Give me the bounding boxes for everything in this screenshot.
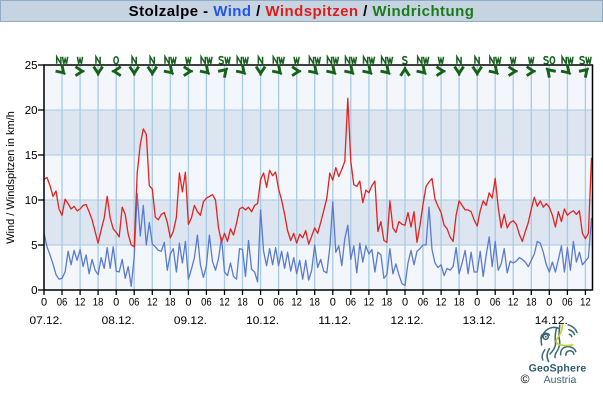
svg-text:0: 0 bbox=[474, 297, 480, 309]
svg-text:12: 12 bbox=[580, 297, 591, 309]
svg-text:10.12.: 10.12. bbox=[246, 315, 279, 327]
svg-text:GeoSphere: GeoSphere bbox=[529, 363, 587, 375]
svg-text:0: 0 bbox=[113, 297, 119, 309]
svg-text:12: 12 bbox=[219, 297, 230, 309]
svg-text:0: 0 bbox=[258, 297, 264, 309]
svg-text:07.12.: 07.12. bbox=[30, 315, 63, 327]
svg-text:5: 5 bbox=[31, 240, 37, 252]
svg-text:06: 06 bbox=[562, 297, 573, 309]
svg-text:18: 18 bbox=[454, 297, 465, 309]
svg-text:12: 12 bbox=[508, 297, 519, 309]
svg-text:18: 18 bbox=[309, 297, 320, 309]
svg-text:18: 18 bbox=[526, 297, 537, 309]
svg-text:06: 06 bbox=[346, 297, 357, 309]
svg-text:12: 12 bbox=[364, 297, 375, 309]
svg-text:18: 18 bbox=[93, 297, 104, 309]
svg-text:12: 12 bbox=[436, 297, 447, 309]
svg-text:06: 06 bbox=[129, 297, 140, 309]
svg-text:08.12.: 08.12. bbox=[102, 315, 135, 327]
svg-text:10: 10 bbox=[25, 195, 38, 207]
svg-text:12: 12 bbox=[291, 297, 302, 309]
svg-text:06: 06 bbox=[418, 297, 429, 309]
svg-text:13.12.: 13.12. bbox=[463, 315, 496, 327]
svg-text:06: 06 bbox=[273, 297, 284, 309]
svg-text:0: 0 bbox=[330, 297, 336, 309]
svg-text:18: 18 bbox=[165, 297, 176, 309]
svg-text:20: 20 bbox=[25, 105, 38, 117]
svg-text:06: 06 bbox=[57, 297, 68, 309]
svg-text:18: 18 bbox=[382, 297, 393, 309]
svg-text:14.12.: 14.12. bbox=[535, 315, 568, 327]
svg-text:Wind / Windspitzen in km/h: Wind / Windspitzen in km/h bbox=[5, 111, 17, 244]
svg-text:06: 06 bbox=[201, 297, 212, 309]
svg-text:15: 15 bbox=[25, 150, 38, 162]
svg-text:0: 0 bbox=[546, 297, 552, 309]
svg-text:12.12.: 12.12. bbox=[391, 315, 424, 327]
svg-text:12: 12 bbox=[75, 297, 86, 309]
svg-text:06: 06 bbox=[490, 297, 501, 309]
svg-text:0: 0 bbox=[41, 297, 47, 309]
svg-text:0: 0 bbox=[185, 297, 191, 309]
svg-text:Austria: Austria bbox=[544, 374, 577, 386]
svg-text:©: © bbox=[521, 372, 530, 386]
svg-text:11.12.: 11.12. bbox=[318, 315, 351, 327]
svg-text:0: 0 bbox=[402, 297, 408, 309]
svg-text:25: 25 bbox=[25, 60, 38, 72]
svg-text:18: 18 bbox=[237, 297, 248, 309]
svg-text:0: 0 bbox=[31, 285, 37, 297]
svg-text:09.12.: 09.12. bbox=[174, 315, 207, 327]
svg-text:12: 12 bbox=[147, 297, 158, 309]
